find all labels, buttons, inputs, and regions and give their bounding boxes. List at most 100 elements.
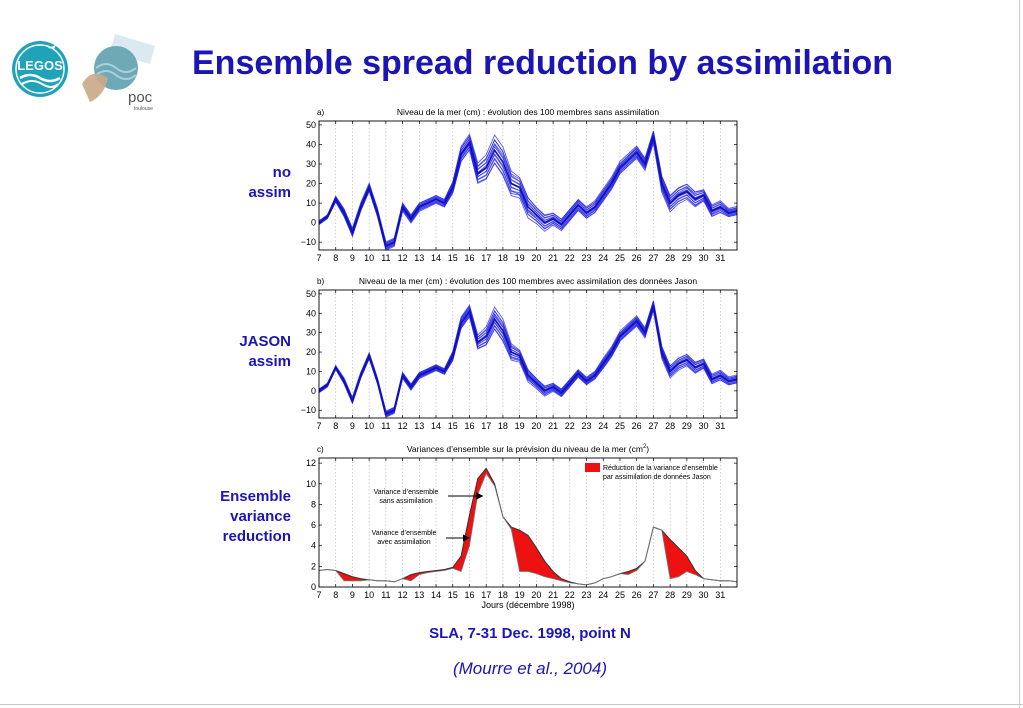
- x-tick-label: 14: [431, 421, 441, 431]
- x-tick-label: 18: [498, 590, 508, 600]
- y-tick-label: 20: [306, 179, 316, 189]
- x-tick-label: 22: [565, 253, 575, 263]
- x-tick-label: 8: [333, 421, 338, 431]
- ensemble-member-line: [318, 134, 738, 246]
- x-tick-label: 12: [398, 590, 408, 600]
- ensemble-member-line: [318, 300, 738, 412]
- x-tick-label: 27: [648, 253, 658, 263]
- y-tick-label: 10: [306, 366, 316, 376]
- x-tick-label: 8: [333, 590, 338, 600]
- x-tick-label: 11: [381, 253, 390, 263]
- x-tick-label: 29: [682, 253, 692, 263]
- ensemble-member-line: [318, 130, 738, 243]
- legos-logo: LEGOS: [12, 41, 68, 97]
- logos: LEGOS poc toulouse: [12, 34, 155, 112]
- x-tick-label: 21: [548, 421, 558, 431]
- row-label-line: assim: [248, 184, 291, 201]
- y-tick-label: 10: [306, 479, 316, 489]
- x-tick-label: 17: [481, 421, 491, 431]
- x-tick-label: 12: [398, 421, 408, 431]
- y-tick-label: 10: [306, 198, 316, 208]
- y-tick-label: 6: [311, 520, 316, 530]
- x-tick-label: 11: [381, 590, 390, 600]
- y-tick-label: 0: [311, 582, 316, 592]
- x-tick-label: 31: [715, 421, 725, 431]
- x-tick-label: 27: [648, 590, 658, 600]
- y-tick-label: 40: [306, 308, 316, 318]
- x-tick-label: 18: [498, 421, 508, 431]
- x-tick-label: 16: [464, 253, 474, 263]
- x-tick-label: 15: [448, 253, 458, 263]
- x-tick-label: 21: [548, 590, 558, 600]
- legos-logo-text: LEGOS: [17, 58, 63, 73]
- x-tick-label: 27: [648, 421, 658, 431]
- x-tick-label: 16: [464, 421, 474, 431]
- x-tick-label: 20: [531, 590, 541, 600]
- series-line-avec-assimilation: [318, 472, 738, 586]
- x-tick-label: 7: [316, 590, 321, 600]
- page-title: Ensemble spread reduction by assimilatio…: [192, 44, 893, 82]
- annotation-label: Variance d’ensemble: [372, 530, 437, 537]
- figure-caption: SLA, 7-31 Dec. 1998, point N: [429, 625, 631, 642]
- row-label-line: JASON: [239, 333, 291, 350]
- x-tick-label: 18: [498, 253, 508, 263]
- x-tick-label: 24: [598, 421, 608, 431]
- x-tick-label: 23: [582, 421, 592, 431]
- y-tick-label: 30: [306, 159, 316, 169]
- x-tick-label: 19: [515, 421, 525, 431]
- panel-letter: c): [317, 445, 324, 454]
- x-tick-label: 12: [398, 253, 408, 263]
- x-tick-label: 26: [632, 590, 642, 600]
- y-tick-label: 0: [311, 218, 316, 228]
- figure-citation: (Mourre et al., 2004): [452, 659, 607, 678]
- x-tick-label: 23: [582, 253, 592, 263]
- x-tick-label: 30: [699, 421, 709, 431]
- y-tick-label: −10: [301, 405, 316, 415]
- poc-logo-text: poc: [128, 89, 153, 106]
- x-tick-label: 20: [531, 253, 541, 263]
- panel-letter: b): [317, 277, 324, 286]
- y-tick-label: 50: [306, 120, 316, 130]
- ensemble-mean-line: [318, 136, 738, 248]
- x-tick-label: 14: [431, 590, 441, 600]
- ensemble-member-line: [318, 143, 738, 251]
- x-tick-label: 9: [350, 421, 355, 431]
- poc-logo: poc toulouse: [82, 34, 155, 112]
- poc-logo-subtext: toulouse: [134, 106, 153, 112]
- x-tick-label: 7: [316, 421, 321, 431]
- x-tick-label: 17: [481, 253, 491, 263]
- chart-title: Niveau de la mer (cm) : évolution des 10…: [397, 107, 659, 117]
- panel-letter: a): [317, 108, 324, 117]
- plot-frame: [318, 120, 738, 251]
- y-tick-label: 0: [311, 386, 316, 396]
- chart-title: Variances d’ensemble sur la prévision du…: [407, 444, 649, 454]
- legend-swatch: [585, 463, 600, 472]
- y-tick-label: 50: [306, 289, 316, 299]
- legend-label: par assimilation de données Jason: [603, 474, 711, 481]
- x-tick-label: 10: [364, 421, 374, 431]
- x-tick-label: 25: [615, 421, 625, 431]
- x-tick-label: 30: [699, 590, 709, 600]
- row-label-jason-assim: JASON assim: [141, 332, 291, 372]
- x-tick-label: 8: [333, 253, 338, 263]
- x-tick-label: 11: [381, 421, 390, 431]
- y-tick-label: 12: [306, 458, 316, 468]
- annotation-label: avec assimilation: [377, 539, 430, 546]
- chart-title: Niveau de la mer (cm) : évolution des 10…: [359, 276, 698, 286]
- x-tick-label: 22: [565, 421, 575, 431]
- y-tick-label: 30: [306, 328, 316, 338]
- x-tick-label: 10: [364, 590, 374, 600]
- slide-border-right: [1019, 0, 1020, 708]
- ensemble-member-line: [318, 133, 738, 245]
- slide-border-bottom: [0, 704, 1023, 705]
- x-tick-label: 9: [350, 253, 355, 263]
- x-tick-label: 19: [515, 253, 525, 263]
- x-tick-label: 19: [515, 590, 525, 600]
- x-tick-label: 21: [548, 253, 558, 263]
- x-tick-label: 10: [364, 253, 374, 263]
- x-tick-label: 20: [531, 421, 541, 431]
- x-tick-label: 17: [481, 590, 491, 600]
- row-label-line: no: [272, 164, 291, 181]
- y-tick-label: 4: [311, 541, 316, 551]
